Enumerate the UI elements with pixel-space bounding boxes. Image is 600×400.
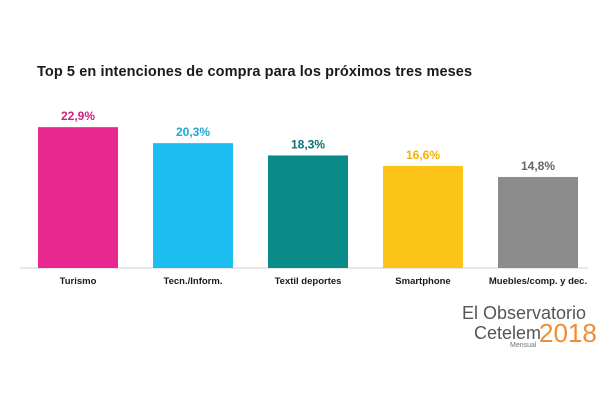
value-label-smartphone: 16,6%	[406, 148, 440, 162]
chart-title: Top 5 en intenciones de compra para los …	[37, 64, 473, 80]
brand-logo: El Observatorio Cetelem Mensual 2018	[462, 303, 597, 349]
category-label-muebles-comp-y-dec: Muebles/comp. y dec.	[489, 276, 587, 287]
category-label-textil-deportes: Textil deportes	[275, 276, 342, 287]
bar-muebles-comp-y-dec	[498, 176, 578, 268]
category-label-turismo: Turismo	[60, 276, 97, 287]
bar-tecn-inform	[153, 143, 233, 268]
brand-line-1: El Observatorio	[462, 303, 587, 323]
brand-year: 2018	[539, 318, 597, 348]
bar-smartphone	[383, 165, 463, 268]
value-label-textil-deportes: 18,3%	[291, 137, 325, 151]
value-label-turismo: 22,9%	[61, 109, 95, 123]
bar-textil-deportes	[268, 155, 348, 268]
bar-turismo	[38, 127, 118, 268]
category-label-tecn-inform: Tecn./Inform.	[164, 276, 223, 287]
value-label-muebles-comp-y-dec: 14,8%	[521, 159, 555, 173]
value-label-tecn-inform: 20,3%	[176, 125, 210, 139]
brand-subtitle: Mensual	[510, 342, 537, 349]
category-label-smartphone: Smartphone	[395, 276, 450, 287]
bars-group: 22,9% Turismo 20,3% Tecn./Inform. 18,3% Texti…	[38, 109, 587, 287]
brand-line-2: Cetelem	[474, 323, 542, 343]
